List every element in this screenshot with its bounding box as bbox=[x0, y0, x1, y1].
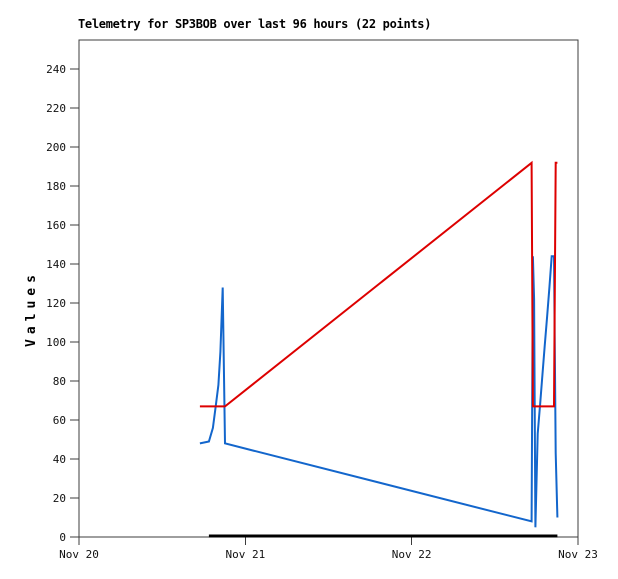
y-tick-label: 140 bbox=[46, 258, 66, 271]
y-tick-label: 200 bbox=[46, 141, 66, 154]
x-tick-label: Nov 20 bbox=[59, 548, 99, 561]
y-tick-label: 220 bbox=[46, 102, 66, 115]
y-tick-label: 120 bbox=[46, 297, 66, 310]
series-channel-red bbox=[199, 160, 558, 408]
x-tick-label: Nov 22 bbox=[392, 548, 432, 561]
plot-border bbox=[78, 39, 579, 538]
y-tick-label: 60 bbox=[53, 414, 66, 427]
y-tick-label: 80 bbox=[53, 375, 66, 388]
y-tick-label: 160 bbox=[46, 219, 66, 232]
x-tick-label: Nov 21 bbox=[225, 548, 265, 561]
y-tick-label: 180 bbox=[46, 180, 66, 193]
x-tick-label: Nov 23 bbox=[558, 548, 598, 561]
y-tick-label: 100 bbox=[46, 336, 66, 349]
y-tick-label: 40 bbox=[53, 453, 66, 466]
y-tick-label: 240 bbox=[46, 63, 66, 76]
y-tick-label: 20 bbox=[53, 492, 66, 505]
y-axis-label: Values bbox=[24, 270, 39, 347]
series-channel-blue bbox=[199, 255, 559, 528]
y-tick-label: 0 bbox=[59, 531, 66, 544]
chart-title: Telemetry for SP3BOB over last 96 hours … bbox=[78, 17, 432, 31]
